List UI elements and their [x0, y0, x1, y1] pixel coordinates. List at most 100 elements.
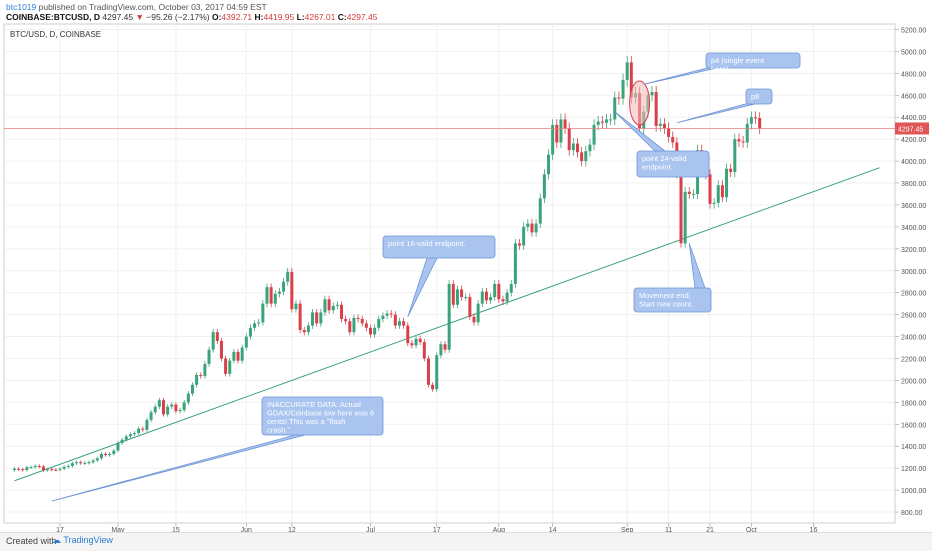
callout-text-line: GDAX/Coinbase low here was 6	[267, 409, 374, 418]
candle	[625, 62, 629, 80]
candle	[720, 185, 724, 198]
candle	[108, 453, 112, 456]
x-tick-label: 16	[810, 527, 818, 534]
candle	[228, 360, 232, 374]
candle	[406, 325, 410, 344]
callout-box	[382, 235, 496, 259]
candle	[219, 340, 223, 359]
candle	[497, 283, 501, 300]
annotations-layer: p4 (single event here) p8 point 24-valid end…	[51, 52, 801, 502]
callout[interactable]: INACCURATE DATA: Actual GDAX/Coinbase low…	[51, 396, 384, 502]
x-axis[interactable]: 17 May 15 Jun 12 Jul 17 Aug 14 Sep 11 21 Oct 16	[56, 523, 817, 534]
callout[interactable]: p4 (single event here)	[643, 52, 801, 85]
callout-box	[633, 287, 712, 313]
tradingview-logo[interactable]: ☁ TradingView	[52, 535, 113, 546]
candle	[199, 374, 203, 377]
candle	[410, 343, 414, 346]
callout[interactable]: point 24-valid endpoint.	[614, 111, 710, 178]
candle	[493, 283, 497, 298]
x-tick-label: Sep	[621, 527, 634, 534]
callout-text: Movement end. Start new count.	[639, 291, 693, 309]
chart-header: btc1019 published on TradingView.com, Oc…	[0, 0, 932, 22]
candle	[145, 419, 149, 430]
y-tick-label: 1000.00	[901, 488, 926, 495]
candle	[62, 466, 66, 469]
candle	[596, 121, 600, 125]
candle	[331, 305, 335, 311]
candle	[315, 312, 319, 324]
candle	[25, 467, 29, 471]
x-tick-label: 12	[288, 527, 296, 534]
y-axis[interactable]: 800.00 1000.00 1200.00 1400.00 1600.00 1800.0…	[895, 27, 926, 517]
candle	[104, 453, 108, 456]
candle	[273, 293, 277, 304]
author-link[interactable]: btc1019	[6, 2, 37, 12]
candle	[352, 317, 356, 333]
candle	[683, 191, 687, 244]
candle	[302, 329, 306, 333]
high-label: H:	[254, 12, 264, 22]
x-tick-label: 11	[665, 527, 672, 534]
candle	[244, 336, 248, 348]
candle	[265, 287, 269, 304]
candle	[600, 121, 604, 123]
candle	[377, 319, 381, 328]
candle	[182, 402, 186, 411]
candle	[21, 469, 25, 471]
candle	[749, 117, 753, 124]
callout[interactable]: Movement end. Start new count.	[633, 243, 712, 313]
candle	[335, 304, 339, 306]
y-tick-label: 5200.00	[901, 27, 926, 34]
open-value: 4392.71	[221, 12, 253, 22]
candle	[381, 315, 385, 320]
candle	[83, 462, 87, 464]
candle	[480, 291, 484, 304]
candle	[435, 355, 439, 390]
change-value: −95.26 (−2.17%)	[146, 12, 210, 22]
candle	[455, 289, 459, 305]
candle	[729, 168, 733, 173]
candle	[224, 358, 228, 374]
x-tick-label: Oct	[746, 527, 757, 534]
y-tick-label: 3800.00	[901, 181, 926, 188]
candle	[294, 303, 298, 310]
y-tick-label: 2800.00	[901, 291, 926, 298]
candle	[70, 463, 74, 466]
candle	[584, 151, 588, 162]
y-tick-label: 4000.00	[901, 159, 926, 166]
candle	[460, 289, 464, 298]
x-tick-label: May	[111, 527, 125, 534]
candle	[54, 469, 58, 471]
candle	[443, 344, 447, 350]
y-tick-label: 2200.00	[901, 356, 926, 363]
callout-text-line: point 16-valid endpoint.	[388, 239, 466, 248]
candle	[306, 325, 310, 333]
y-tick-label: 800.00	[901, 510, 923, 517]
candle	[468, 297, 472, 317]
candle	[240, 347, 244, 361]
callout[interactable]: point 16-valid endpoint.	[382, 235, 496, 317]
callout[interactable]: p8	[676, 88, 773, 124]
candle	[513, 243, 517, 284]
close-value: 4297.45	[346, 12, 378, 22]
candle	[207, 349, 211, 364]
y-tick-label: 4800.00	[901, 71, 926, 78]
candle	[629, 62, 633, 98]
candle	[253, 323, 257, 328]
candle	[402, 321, 406, 326]
y-tick-label: 4600.00	[901, 93, 926, 100]
candle	[91, 460, 95, 463]
candle	[348, 321, 352, 333]
callout-text: point 24-valid endpoint.	[642, 154, 687, 172]
candle	[621, 79, 625, 99]
candle	[447, 283, 451, 350]
candle	[46, 469, 50, 471]
plot-area[interactable]	[3, 23, 896, 524]
candle	[555, 124, 559, 143]
candle	[464, 297, 468, 299]
x-tick-label: Jun	[241, 527, 252, 534]
candle	[758, 118, 762, 129]
candle	[526, 223, 530, 227]
candle	[112, 450, 116, 454]
